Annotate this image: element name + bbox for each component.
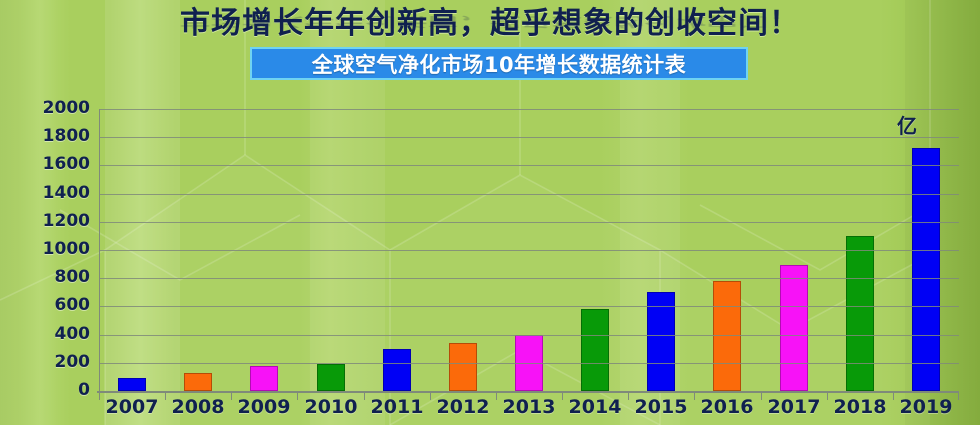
grid-line bbox=[99, 137, 959, 138]
x-axis-tick bbox=[827, 391, 828, 400]
y-axis-tick-label: 1400 bbox=[42, 183, 90, 203]
x-axis-tick bbox=[231, 391, 232, 400]
x-axis-tick bbox=[761, 391, 762, 400]
bar-2007 bbox=[118, 378, 146, 391]
bars-layer bbox=[99, 109, 959, 391]
grid-line bbox=[99, 250, 959, 251]
x-axis-tick bbox=[628, 391, 629, 400]
x-axis-tick bbox=[694, 391, 695, 400]
x-axis-tick-label: 2019 bbox=[899, 396, 953, 418]
unit-label: 亿 bbox=[897, 114, 917, 138]
bar-2019 bbox=[912, 148, 940, 391]
bar-2014 bbox=[581, 309, 609, 391]
page-title: 市场增长年年创新高，超乎想象的创收空间！ bbox=[180, 6, 800, 41]
y-axis-tick-label: 800 bbox=[54, 267, 91, 287]
x-axis-tick-label: 2018 bbox=[833, 396, 887, 418]
bar-2015 bbox=[647, 292, 675, 391]
bar-2016 bbox=[713, 281, 741, 391]
bar-2012 bbox=[449, 343, 477, 391]
x-axis-tick bbox=[364, 391, 365, 400]
x-axis-tick bbox=[958, 391, 959, 400]
y-axis-tick-label: 1600 bbox=[42, 154, 90, 174]
x-axis-tick bbox=[893, 391, 894, 400]
bar-2018 bbox=[846, 236, 874, 391]
x-axis-tick-label: 2013 bbox=[502, 396, 556, 418]
x-axis-tick-label: 2009 bbox=[237, 396, 291, 418]
bar-2008 bbox=[184, 373, 212, 391]
x-axis-tick-label: 2015 bbox=[634, 396, 688, 418]
y-axis-tick-label: 1800 bbox=[42, 126, 90, 146]
y-axis-tick-label: 600 bbox=[54, 295, 91, 315]
y-axis-tick-label: 2000 bbox=[42, 98, 90, 118]
grid-line bbox=[99, 278, 959, 279]
grid-line bbox=[99, 306, 959, 307]
y-axis-tick-label: 0 bbox=[78, 380, 90, 400]
bar-2017 bbox=[780, 265, 808, 391]
x-axis-tick bbox=[430, 391, 431, 400]
grid-line bbox=[99, 363, 959, 364]
x-axis-tick bbox=[165, 391, 166, 400]
y-axis-labels: 0 200 400 600 800 1000 1200 1400 1600 1800 2000 bbox=[18, 98, 91, 400]
y-axis-tick-label: 1000 bbox=[42, 239, 90, 259]
x-axis-line bbox=[97, 391, 959, 393]
chart-title-banner: 全球空气净化市场10年增长数据统计表 bbox=[250, 47, 748, 80]
x-axis-tick-label: 2008 bbox=[171, 396, 225, 418]
x-axis-tick bbox=[562, 391, 563, 400]
x-axis-tick-label: 2014 bbox=[568, 396, 622, 418]
x-axis-tick-label: 2016 bbox=[700, 396, 754, 418]
grid-line bbox=[99, 194, 959, 195]
grid-line bbox=[99, 109, 959, 110]
x-axis-labels: 2007 2008 2009 2010 2011 2012 2013 2014 2015 2016… bbox=[99, 396, 959, 422]
x-axis-tick-label: 2010 bbox=[304, 396, 358, 418]
page-title-reflection: 市场增长年年创新高，超乎想象的创收空间！ bbox=[180, 13, 800, 29]
bar-2010 bbox=[317, 364, 345, 391]
bar-2009 bbox=[250, 366, 278, 391]
x-axis-tick-label: 2011 bbox=[370, 396, 424, 418]
y-axis-tick-label: 400 bbox=[54, 324, 91, 344]
x-axis-tick bbox=[297, 391, 298, 400]
x-axis-tick-label: 2007 bbox=[105, 396, 159, 418]
plot-area bbox=[97, 109, 959, 400]
y-axis-tick-label: 200 bbox=[54, 352, 91, 372]
bar-2011 bbox=[383, 349, 411, 391]
grid-line bbox=[99, 165, 959, 166]
grid-line bbox=[99, 222, 959, 223]
grid-line bbox=[99, 335, 959, 336]
header: 市场增长年年创新高，超乎想象的创收空间！ 市场增长年年创新高，超乎想象的创收空间… bbox=[0, 0, 980, 92]
x-axis-tick bbox=[99, 391, 100, 400]
x-axis-tick-label: 2012 bbox=[436, 396, 490, 418]
x-axis-tick bbox=[496, 391, 497, 400]
y-axis-tick-label: 1200 bbox=[42, 211, 90, 231]
x-axis-tick-label: 2017 bbox=[767, 396, 821, 418]
chart-title: 全球空气净化市场10年增长数据统计表 bbox=[311, 52, 687, 77]
